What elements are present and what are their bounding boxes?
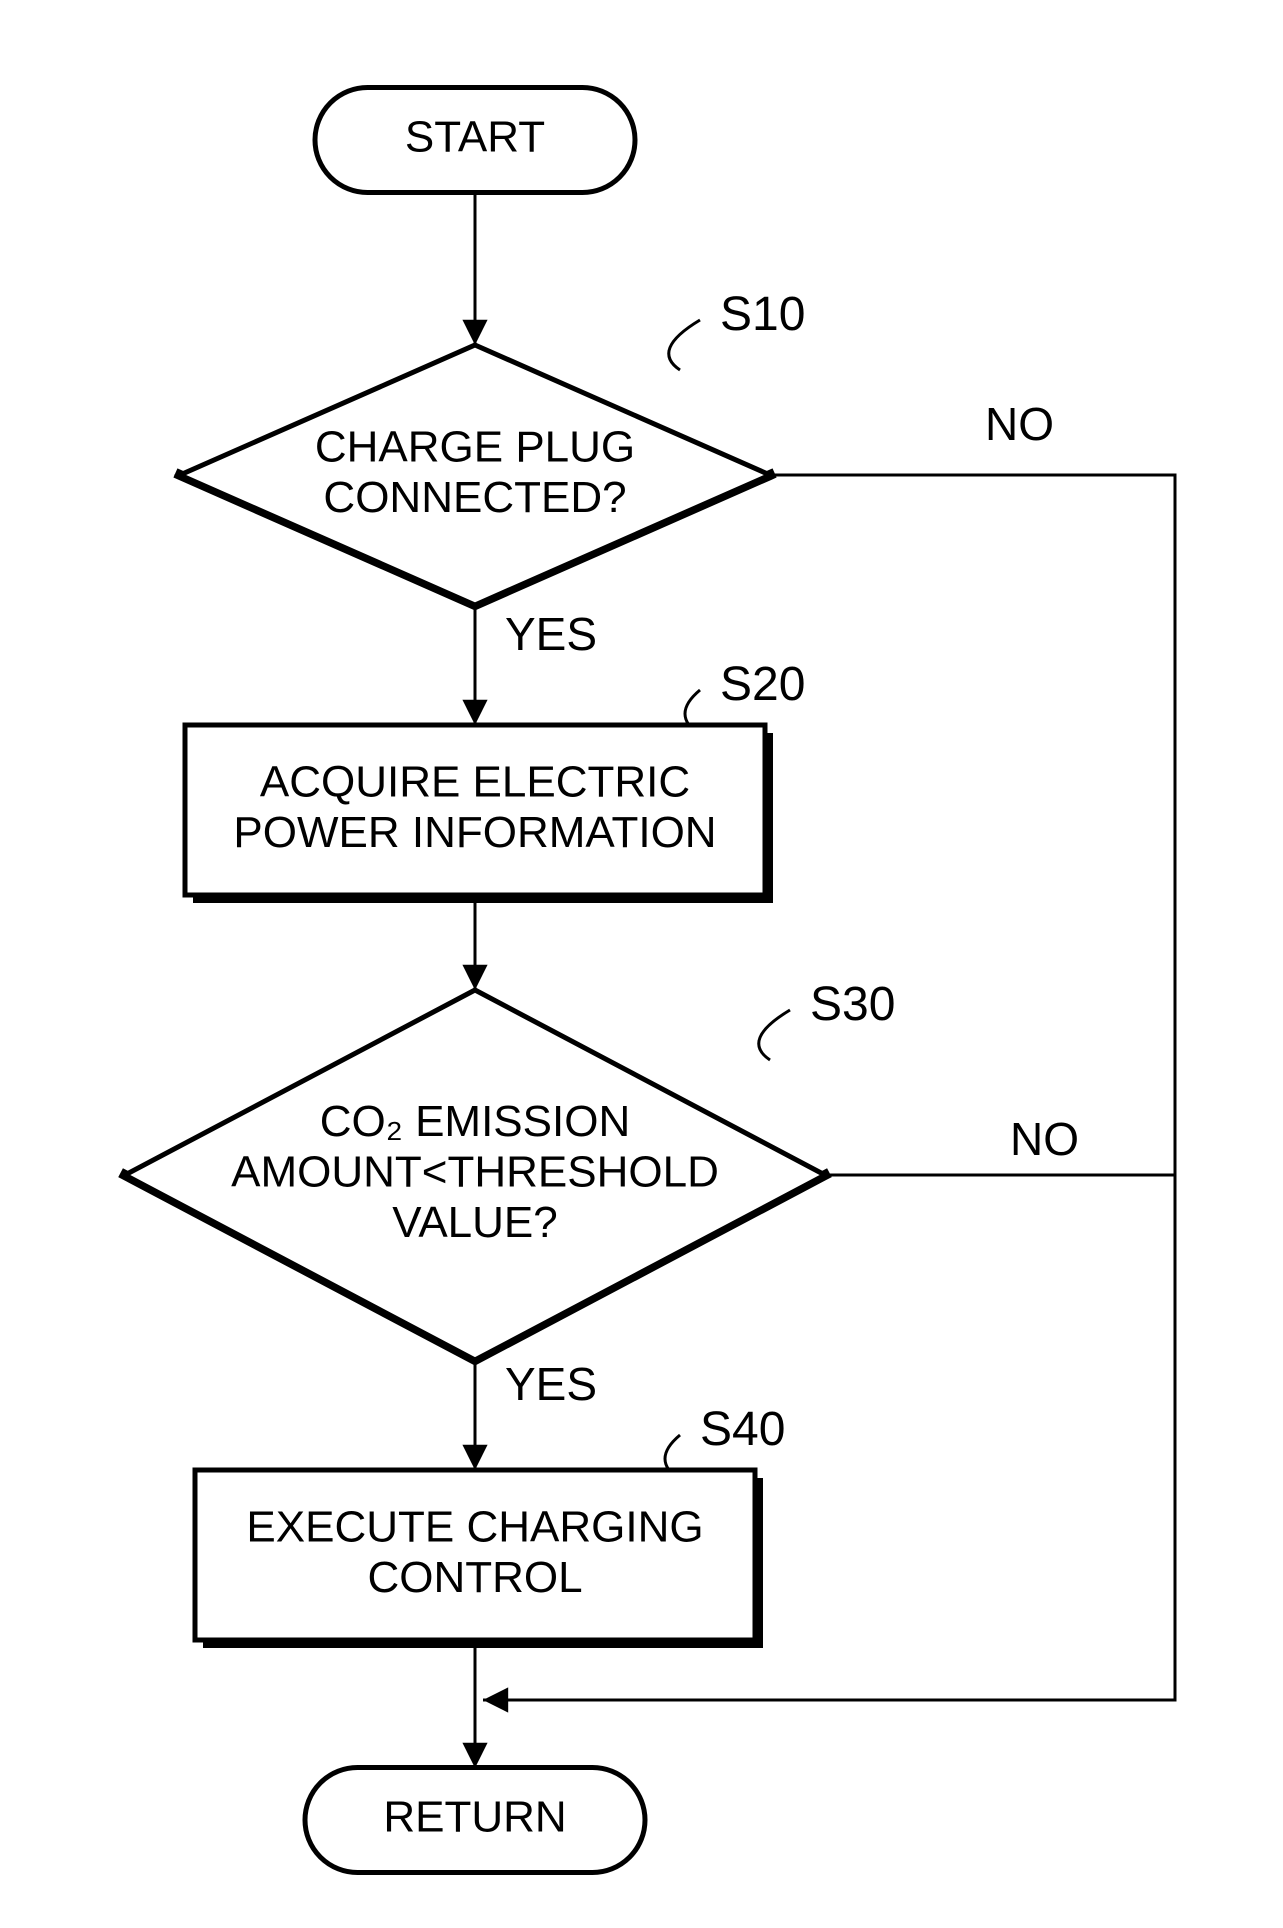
node-text: POWER INFORMATION [233,808,716,857]
node-text: RETURN [383,1793,566,1842]
flow-node-start: START [315,88,635,193]
flow-edge: YES [462,605,597,725]
step-label: S10 [720,288,805,341]
step-label: S40 [700,1403,785,1456]
step-label-connector [669,320,700,370]
flow-edge [462,1640,487,1768]
flow-edge [462,895,487,990]
edge-label: NO [1010,1113,1079,1165]
node-text: VALUE? [392,1198,558,1247]
flow-node-s10: CHARGE PLUGCONNECTED? S10 [180,288,805,605]
node-text: EXECUTE CHARGING [246,1502,703,1551]
flow-edge [462,192,487,345]
node-text: CONTROL [367,1553,582,1602]
flow-node-s20: ACQUIRE ELECTRICPOWER INFORMATION S20 [185,658,805,903]
node-text: ACQUIRE ELECTRIC [260,757,690,806]
edge-label: YES [505,1358,597,1410]
step-label: S20 [720,658,805,711]
node-text: CONNECTED? [323,473,626,522]
node-text: CHARGE PLUG [315,422,635,471]
step-label: S30 [810,978,895,1031]
node-text: START [405,113,545,162]
node-text: CO₂ EMISSION [320,1097,630,1146]
node-text: AMOUNT<THRESHOLD [231,1148,719,1197]
flow-edge: NO [825,1113,1175,1175]
edge-label: NO [985,398,1054,450]
flow-node-return: RETURN [305,1768,645,1873]
flowchart-canvas: YES YES NO NO START CHARGE PLUGCONNECTED? S10 A… [0,0,1283,1928]
flow-edge: YES [462,1358,597,1470]
step-label-connector [759,1010,790,1060]
flow-node-s30: CO₂ EMISSIONAMOUNT<THRESHOLDVALUE? S30 [125,978,895,1360]
edge-label: YES [505,608,597,660]
flow-node-s40: EXECUTE CHARGINGCONTROL S40 [195,1403,785,1648]
